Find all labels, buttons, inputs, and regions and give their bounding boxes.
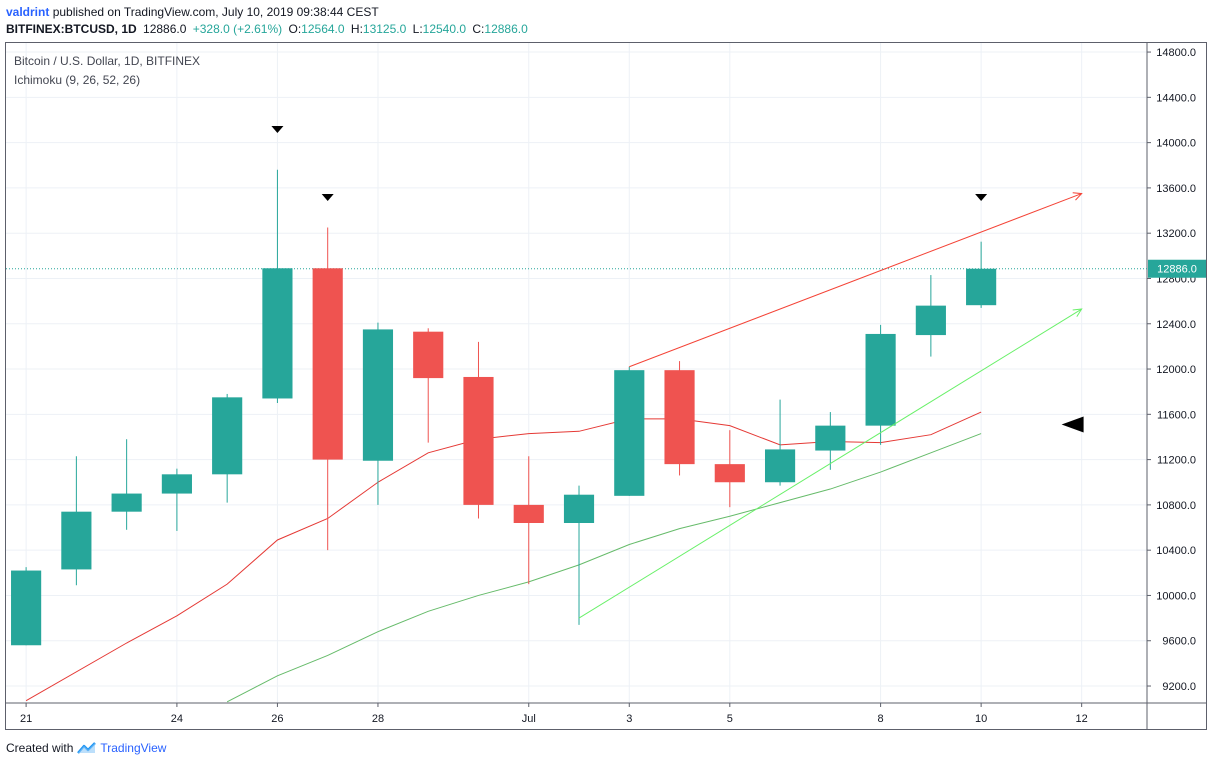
base-line <box>226 433 982 703</box>
close-label: C: <box>472 22 485 36</box>
y-tick-label: 11600.0 <box>1157 409 1196 421</box>
y-tick-label: 9600.0 <box>1162 636 1196 648</box>
x-tick-label: 26 <box>271 713 283 725</box>
x-tick-label: 8 <box>878 713 884 725</box>
x-tick-label: 12 <box>1076 713 1088 725</box>
candle-body[interactable] <box>161 474 192 494</box>
candle-body[interactable] <box>815 425 846 451</box>
y-tick-label: 9200.0 <box>1162 681 1196 693</box>
footer: Created with TradingView <box>6 741 166 755</box>
resistance-trendline[interactable] <box>629 193 1082 368</box>
y-tick-label: 14000.0 <box>1156 138 1196 150</box>
candle-body[interactable] <box>664 370 695 465</box>
candle-body[interactable] <box>362 329 394 461</box>
resistance-arrowhead <box>1072 192 1083 201</box>
publish-info: valdrint published on TradingView.com, J… <box>6 4 379 21</box>
created-with-label: Created with <box>6 741 74 755</box>
x-tick-label: 10 <box>975 713 987 725</box>
triangle-left-marker[interactable] <box>1061 416 1084 433</box>
candle-body[interactable] <box>111 493 142 512</box>
legend-indicator[interactable]: Ichimoku (9, 26, 52, 26) <box>14 73 141 87</box>
tradingview-logo-icon <box>77 742 97 754</box>
candle-body[interactable] <box>463 376 494 505</box>
candle-body[interactable] <box>915 305 946 336</box>
open-label: O: <box>288 22 302 36</box>
candle-body[interactable] <box>714 464 745 483</box>
last-price-tag-label: 12886.0 <box>1157 264 1197 276</box>
y-tick-label: 14800.0 <box>1156 47 1196 59</box>
tradingview-brand[interactable]: TradingView <box>77 741 166 755</box>
candle-body[interactable] <box>513 504 544 523</box>
high-label: H: <box>350 22 363 36</box>
triangle-down-marker[interactable] <box>321 193 334 201</box>
x-tick-label: 5 <box>727 713 733 725</box>
x-tick-label: Jul <box>522 713 536 725</box>
y-tick-label: 10000.0 <box>1156 590 1196 602</box>
price-change: +328.0 (+2.61%) <box>192 22 283 36</box>
chart-legend: Bitcoin / U.S. Dollar, 1D, BITFINEX Ichi… <box>14 52 200 90</box>
candle-body[interactable] <box>865 333 896 426</box>
triangle-down-marker[interactable] <box>975 193 988 201</box>
high-value: 13125.0 <box>362 22 407 36</box>
y-tick-label: 13200.0 <box>1156 228 1196 240</box>
candle-body[interactable] <box>61 511 92 570</box>
last-price-tag <box>1148 259 1206 278</box>
y-tick-label: 10800.0 <box>1156 500 1196 512</box>
candle-body[interactable] <box>764 449 796 483</box>
y-tick-label: 11200.0 <box>1157 455 1196 467</box>
brand-label: TradingView <box>100 741 167 755</box>
author-name[interactable]: valdrint <box>6 5 50 19</box>
y-tick-label: 12400.0 <box>1156 319 1196 331</box>
published-text: published on TradingView.com, July 10, 2… <box>52 5 379 19</box>
x-tick-label: 24 <box>171 713 183 725</box>
low-label: L: <box>412 22 423 36</box>
support-trendline[interactable] <box>578 308 1082 619</box>
y-tick-label: 10400.0 <box>1156 545 1196 557</box>
close-value: 12886.0 <box>484 22 528 36</box>
low-value: 12540.0 <box>422 22 467 36</box>
y-tick-label: 14400.0 <box>1156 92 1196 104</box>
last-price: 12886.0 <box>143 22 187 36</box>
chart-frame <box>5 42 1207 730</box>
support-arrowhead <box>1072 308 1083 317</box>
candle-body[interactable] <box>966 268 997 306</box>
x-tick-label: 3 <box>626 713 632 725</box>
y-tick-label: 12000.0 <box>1156 364 1196 376</box>
quote-bar: BITFINEX:BTCUSD, 1D 12886.0 +328.0 (+2.6… <box>6 21 528 38</box>
open-value: 12564.0 <box>301 22 345 36</box>
candle-body[interactable] <box>11 570 42 646</box>
symbol-label: BITFINEX:BTCUSD, 1D <box>6 22 137 36</box>
x-tick-label: 21 <box>20 713 32 725</box>
candle-body[interactable] <box>312 268 343 460</box>
y-tick-label: 13600.0 <box>1156 183 1196 195</box>
candle-body[interactable] <box>212 397 243 475</box>
candle-body[interactable] <box>413 331 444 379</box>
candle-body[interactable] <box>262 268 293 399</box>
legend-title: Bitcoin / U.S. Dollar, 1D, BITFINEX <box>14 54 201 68</box>
candle-body[interactable] <box>614 370 645 496</box>
conversion-line <box>25 411 982 702</box>
candle-body[interactable] <box>563 494 595 523</box>
x-tick-label: 28 <box>372 713 384 725</box>
triangle-down-marker[interactable] <box>271 126 284 134</box>
